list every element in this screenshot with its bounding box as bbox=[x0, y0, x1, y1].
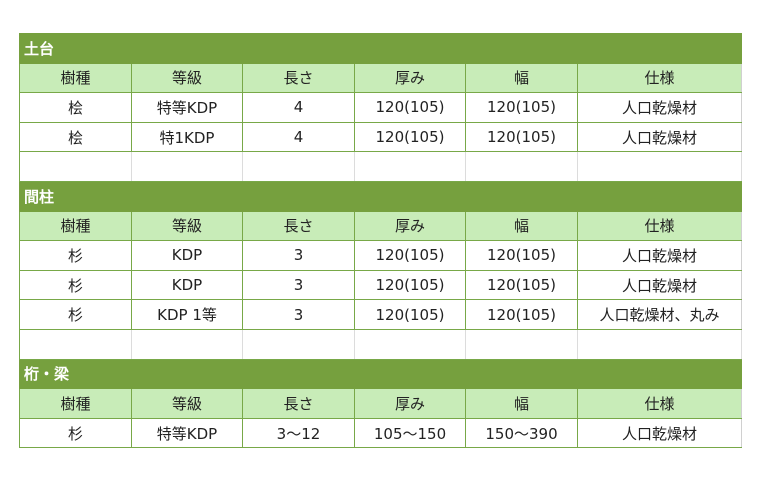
table-cell[interactable]: 人口乾燥材 bbox=[576, 121, 743, 153]
table-row: 桧特等KDP 4 120(105) 120(105) 人口乾燥材 bbox=[19, 92, 743, 123]
empty-cell[interactable] bbox=[576, 151, 743, 182]
column-header[interactable]: 長さ bbox=[242, 62, 355, 94]
column-header[interactable]: 等級 bbox=[131, 388, 243, 419]
table-cell[interactable]: 120(105) bbox=[354, 240, 466, 271]
table-cell[interactable]: 120(105) bbox=[465, 240, 578, 271]
empty-cell[interactable] bbox=[354, 328, 466, 360]
column-header[interactable]: 樹種 bbox=[19, 388, 132, 419]
column-header[interactable]: 等級 bbox=[131, 210, 243, 242]
table-cell[interactable]: 特1KDP bbox=[131, 121, 243, 153]
header-row: 樹種 等級 長さ 厚み幅仕様 bbox=[19, 210, 743, 242]
table-cell[interactable]: 105～150 bbox=[354, 417, 466, 449]
table-cell[interactable]: KDP bbox=[131, 240, 243, 271]
header-row: 樹種 等級 長さ 厚み幅仕様 bbox=[19, 388, 743, 419]
table-cell[interactable]: 3～12 bbox=[242, 417, 355, 449]
column-header[interactable]: 等級 bbox=[131, 62, 243, 94]
empty-row bbox=[19, 328, 743, 360]
table-row: 杉 KDP 3 120(105) 120(105) 人口乾燥材 bbox=[19, 240, 743, 271]
empty-row bbox=[19, 151, 743, 182]
table-cell[interactable]: 3 bbox=[242, 240, 355, 271]
section-title[interactable]: 土台 bbox=[18, 33, 743, 64]
empty-cell[interactable] bbox=[576, 328, 743, 360]
column-header[interactable]: 厚み bbox=[354, 210, 466, 242]
empty-cell[interactable] bbox=[131, 328, 243, 360]
column-header[interactable]: 樹種 bbox=[19, 210, 132, 242]
column-header[interactable]: 仕様 bbox=[576, 388, 743, 419]
table-row: 杉 KDP 1等 3 120(105) 120(105) 人口乾燥材、丸み bbox=[19, 299, 743, 330]
table-cell[interactable]: 3 bbox=[242, 269, 355, 301]
column-header[interactable]: 仕様 bbox=[576, 210, 743, 242]
section-title-row: 土台 bbox=[18, 33, 743, 64]
table-row: 桧特1KDP 4 120(105) 120(105) 人口乾燥材 bbox=[19, 121, 743, 153]
table-cell[interactable]: 120(105) bbox=[354, 92, 466, 123]
table-cell[interactable]: 4 bbox=[242, 121, 355, 153]
table-cell[interactable]: 120(105) bbox=[354, 269, 466, 301]
column-header[interactable]: 長さ bbox=[242, 210, 355, 242]
section-title-row: 桁・梁 bbox=[18, 358, 743, 390]
table-cell[interactable]: 4 bbox=[242, 92, 355, 123]
table-row: 杉 KDP 3 120(105) 120(105) 人口乾燥材 bbox=[19, 269, 743, 301]
empty-cell[interactable] bbox=[242, 151, 355, 182]
section-title[interactable]: 間柱 bbox=[18, 180, 743, 212]
table-cell[interactable]: 杉 bbox=[19, 240, 132, 271]
table-cell[interactable]: KDP bbox=[131, 269, 243, 301]
column-header[interactable]: 幅 bbox=[465, 62, 578, 94]
empty-cell[interactable] bbox=[465, 151, 578, 182]
table-cell[interactable]: 杉 bbox=[19, 269, 132, 301]
table-row: 杉特等KDP 3～12 105～150 150～390 人口乾燥材 bbox=[19, 417, 743, 449]
table-cell[interactable]: 杉 bbox=[19, 299, 132, 330]
table-cell[interactable]: KDP 1等 bbox=[131, 299, 243, 330]
empty-cell[interactable] bbox=[19, 328, 132, 360]
table-cell[interactable]: 120(105) bbox=[354, 121, 466, 153]
table-cell[interactable]: 120(105) bbox=[465, 269, 578, 301]
table-cell[interactable]: 人口乾燥材 bbox=[576, 240, 743, 271]
table-cell[interactable]: 桧 bbox=[19, 92, 132, 123]
column-header[interactable]: 長さ bbox=[242, 388, 355, 419]
column-header[interactable]: 厚み bbox=[354, 388, 466, 419]
empty-cell[interactable] bbox=[465, 328, 578, 360]
table-cell[interactable]: 150～390 bbox=[465, 417, 578, 449]
table-cell[interactable]: 特等KDP bbox=[131, 92, 243, 123]
section-title[interactable]: 桁・梁 bbox=[18, 358, 743, 390]
table-cell[interactable]: 120(105) bbox=[465, 92, 578, 123]
table-cell[interactable]: 人口乾燥材 bbox=[576, 92, 743, 123]
column-header[interactable]: 仕様 bbox=[576, 62, 743, 94]
column-header[interactable]: 樹種 bbox=[19, 62, 132, 94]
empty-cell[interactable] bbox=[242, 328, 355, 360]
table-cell[interactable]: 3 bbox=[242, 299, 355, 330]
table-cell[interactable]: 特等KDP bbox=[131, 417, 243, 449]
table-cell[interactable]: 人口乾燥材 bbox=[576, 269, 743, 301]
table-cell[interactable]: 120(105) bbox=[354, 299, 466, 330]
empty-cell[interactable] bbox=[354, 151, 466, 182]
table-cell[interactable]: 120(105) bbox=[465, 121, 578, 153]
header-row: 樹種 等級 長さ 厚み幅仕様 bbox=[19, 62, 743, 94]
table-cell[interactable]: 人口乾燥材、丸み bbox=[576, 299, 743, 330]
spec-table: 土台 樹種 等級 長さ 厚み幅仕様桧特等KDP 4 120(105) 120(105) 人口乾燥… bbox=[18, 33, 743, 449]
table-cell[interactable]: 杉 bbox=[19, 417, 132, 449]
column-header[interactable]: 厚み bbox=[354, 62, 466, 94]
column-header[interactable]: 幅 bbox=[465, 210, 578, 242]
table-cell[interactable]: 桧 bbox=[19, 121, 132, 153]
empty-cell[interactable] bbox=[131, 151, 243, 182]
table-cell[interactable]: 120(105) bbox=[465, 299, 578, 330]
column-header[interactable]: 幅 bbox=[465, 388, 578, 419]
table-cell[interactable]: 人口乾燥材 bbox=[576, 417, 743, 449]
section-title-row: 間柱 bbox=[18, 180, 743, 212]
empty-cell[interactable] bbox=[19, 151, 132, 182]
